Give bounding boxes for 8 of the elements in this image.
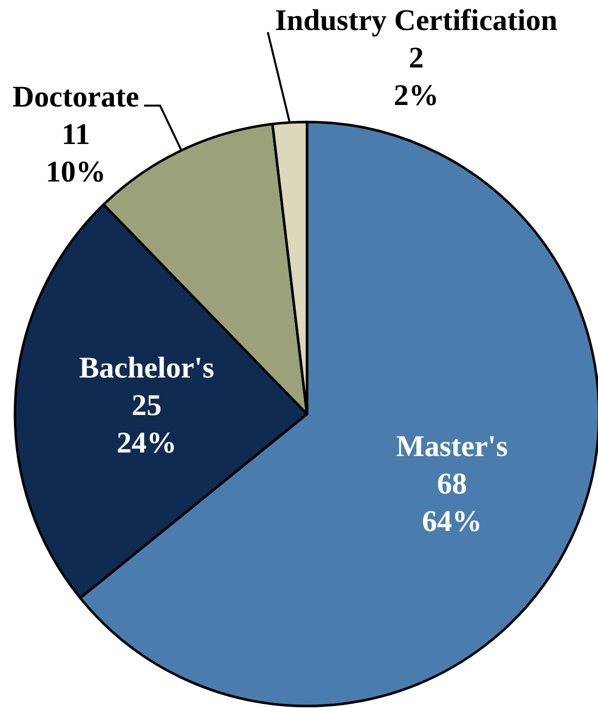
data-label: 2 2% — [394, 42, 439, 112]
slice-label: Bachelor's — [79, 351, 214, 384]
data-label: 68 64% — [422, 468, 482, 538]
slice-label: Doctorate — [12, 80, 140, 114]
slice-label: Master's — [396, 430, 508, 464]
data-label: 25 24% — [116, 388, 177, 460]
data-label: 11 10% — [46, 118, 106, 189]
slice-label: Industry Certification — [274, 4, 558, 38]
